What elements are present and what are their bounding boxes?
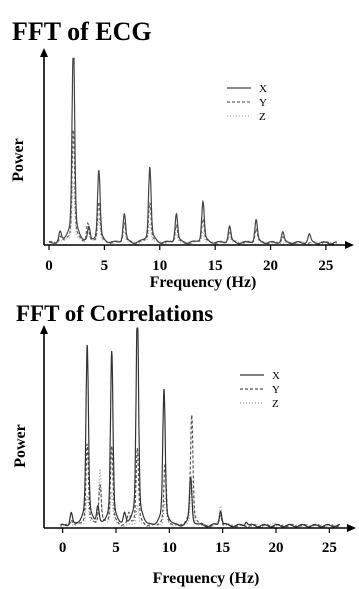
x-tick-label: 25 — [318, 258, 333, 274]
x-axis-arrow — [347, 524, 356, 532]
chart-2: FFT of Correlations 0 5 10 15 20 25 Frequency (… — [12, 301, 356, 587]
legend: XYZ — [240, 370, 280, 410]
legend-entry: Z — [272, 398, 279, 410]
chart-title: FFT of ECG — [12, 17, 152, 46]
series-line-y — [60, 414, 341, 528]
series-line-x — [60, 327, 340, 528]
y-axis-arrow — [40, 325, 48, 334]
x-axis-arrow — [345, 241, 354, 249]
legend-entry: Y — [272, 384, 280, 396]
legend-entry: X — [272, 370, 280, 382]
x-axis-label: Frequency (Hz) — [153, 570, 260, 587]
x-tick-label: 5 — [101, 258, 109, 274]
y-axis-label: Power — [10, 138, 27, 182]
legend-entry: Y — [259, 97, 267, 109]
x-tick-label: 15 — [208, 258, 223, 274]
legend-entry: Z — [259, 111, 266, 123]
x-tick-label: 0 — [59, 540, 67, 556]
series-line-z — [48, 182, 337, 245]
x-tick-label: 5 — [112, 540, 120, 556]
x-tick-label: 20 — [263, 258, 278, 274]
x-tick-label: 10 — [162, 540, 177, 556]
x-tick-label: 0 — [45, 258, 53, 274]
legend-entry: X — [259, 83, 267, 95]
series-line-x — [48, 57, 337, 245]
series-line-z — [60, 467, 341, 528]
x-axis-label: Frequency (Hz) — [150, 274, 257, 291]
x-tick-label: 10 — [152, 258, 167, 274]
x-tick-label: 15 — [215, 540, 230, 556]
series-line-y — [48, 129, 337, 245]
y-axis-arrow — [40, 48, 48, 57]
chart-title: FFT of Correlations — [16, 301, 213, 326]
legend: XYZ — [227, 83, 267, 123]
x-tick-label: 25 — [322, 540, 337, 556]
chart-1: FFT of ECG 0 5 10 15 20 25 Frequency (Hz) Power X… — [10, 17, 354, 291]
x-tick-label: 20 — [269, 540, 284, 556]
y-axis-label: Power — [12, 424, 29, 468]
